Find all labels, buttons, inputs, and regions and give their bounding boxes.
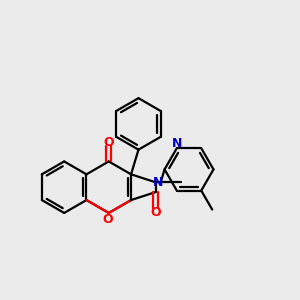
- Text: O: O: [103, 136, 114, 149]
- Text: N: N: [153, 176, 163, 189]
- Text: O: O: [102, 213, 112, 226]
- Text: O: O: [150, 206, 161, 219]
- Text: N: N: [172, 137, 182, 150]
